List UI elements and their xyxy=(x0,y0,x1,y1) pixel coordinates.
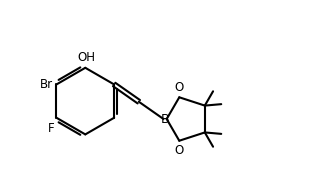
Text: Br: Br xyxy=(39,78,52,91)
Text: OH: OH xyxy=(77,51,95,64)
Text: B: B xyxy=(161,112,170,125)
Text: O: O xyxy=(175,144,184,157)
Text: F: F xyxy=(48,122,55,135)
Text: O: O xyxy=(175,81,184,94)
